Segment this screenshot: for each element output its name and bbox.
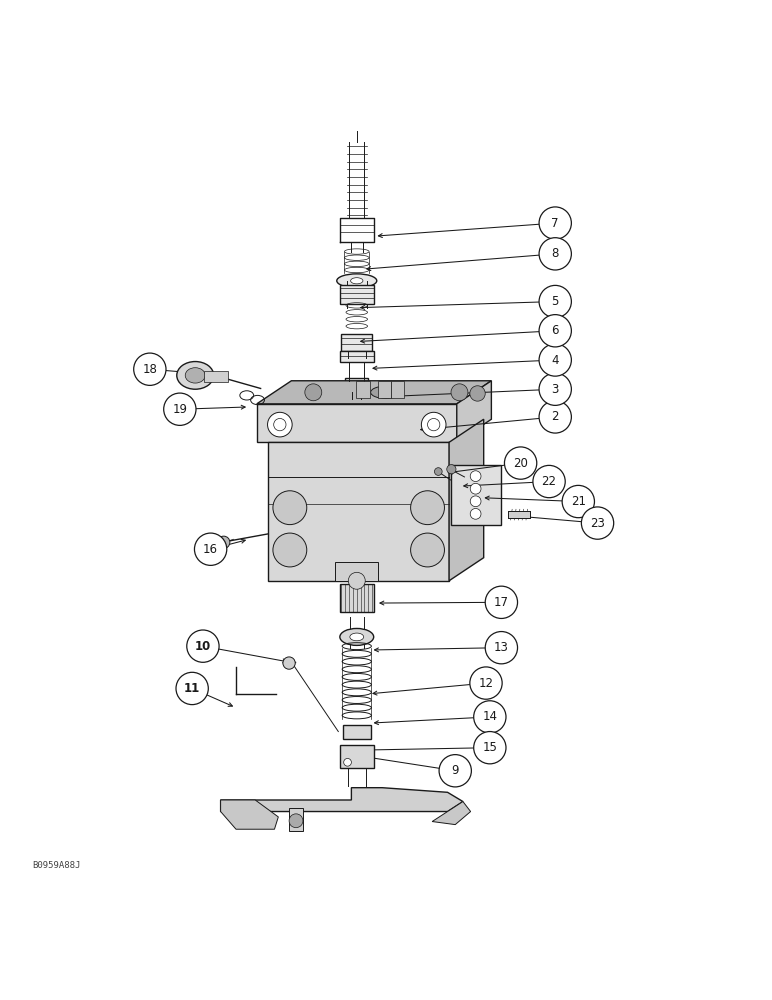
Bar: [289, 808, 303, 831]
Bar: [340, 351, 374, 362]
Circle shape: [486, 632, 517, 664]
Circle shape: [539, 315, 571, 347]
Circle shape: [273, 491, 306, 525]
Bar: [378, 381, 391, 398]
Text: 4: 4: [551, 354, 559, 367]
Polygon shape: [221, 800, 279, 829]
Circle shape: [411, 533, 445, 567]
Text: 5: 5: [551, 295, 559, 308]
Circle shape: [176, 672, 208, 705]
Circle shape: [411, 491, 445, 525]
Circle shape: [164, 393, 196, 425]
Circle shape: [451, 384, 468, 401]
Circle shape: [474, 732, 506, 764]
Ellipse shape: [350, 633, 364, 641]
Text: 14: 14: [482, 710, 497, 723]
Circle shape: [539, 207, 571, 239]
Circle shape: [581, 507, 614, 539]
Circle shape: [289, 814, 303, 828]
Circle shape: [539, 344, 571, 376]
Text: 19: 19: [172, 403, 188, 416]
Text: 7: 7: [551, 217, 559, 230]
Circle shape: [470, 496, 481, 507]
Text: 11: 11: [184, 682, 200, 695]
Circle shape: [486, 586, 517, 618]
Circle shape: [539, 401, 571, 433]
Circle shape: [470, 508, 481, 519]
Circle shape: [439, 755, 472, 787]
Polygon shape: [451, 465, 500, 525]
Text: 20: 20: [513, 457, 528, 470]
Circle shape: [539, 373, 571, 405]
Polygon shape: [221, 788, 463, 812]
Circle shape: [447, 465, 456, 474]
Bar: [341, 334, 372, 351]
Circle shape: [470, 471, 481, 482]
Circle shape: [470, 483, 481, 494]
Bar: [335, 562, 378, 581]
Text: 9: 9: [452, 764, 459, 777]
Bar: [340, 584, 374, 612]
Ellipse shape: [340, 628, 374, 645]
Ellipse shape: [371, 386, 401, 398]
Ellipse shape: [213, 542, 224, 549]
Text: 3: 3: [551, 383, 559, 396]
Ellipse shape: [337, 274, 377, 288]
Circle shape: [218, 536, 230, 548]
Circle shape: [273, 533, 306, 567]
Text: 8: 8: [551, 247, 559, 260]
Circle shape: [283, 657, 295, 669]
Text: 15: 15: [482, 741, 497, 754]
Circle shape: [539, 285, 571, 318]
Polygon shape: [432, 802, 471, 825]
Circle shape: [504, 447, 537, 479]
Bar: [356, 381, 370, 398]
Circle shape: [422, 412, 446, 437]
Circle shape: [268, 412, 292, 437]
Text: 17: 17: [494, 596, 509, 609]
Bar: [205, 371, 228, 382]
Circle shape: [474, 701, 506, 733]
Bar: [508, 511, 530, 518]
Polygon shape: [457, 381, 492, 442]
Text: 21: 21: [571, 495, 586, 508]
Polygon shape: [269, 442, 449, 581]
Circle shape: [435, 468, 442, 475]
Text: 22: 22: [542, 475, 557, 488]
Text: 16: 16: [203, 543, 218, 556]
Circle shape: [470, 667, 502, 699]
Circle shape: [187, 630, 219, 662]
Bar: [340, 285, 374, 304]
Circle shape: [539, 238, 571, 270]
Text: 23: 23: [590, 517, 605, 530]
Text: 18: 18: [142, 363, 157, 376]
Circle shape: [348, 572, 365, 589]
Circle shape: [134, 353, 166, 385]
Text: 2: 2: [551, 410, 559, 423]
Circle shape: [470, 386, 486, 401]
Circle shape: [195, 533, 227, 565]
Text: 12: 12: [479, 677, 493, 690]
Ellipse shape: [185, 368, 205, 383]
Text: B0959A88J: B0959A88J: [32, 861, 80, 870]
Bar: [340, 745, 374, 768]
Circle shape: [344, 758, 351, 766]
Text: 10: 10: [195, 640, 211, 653]
Polygon shape: [257, 381, 492, 404]
Polygon shape: [449, 419, 484, 581]
Bar: [343, 725, 371, 739]
Ellipse shape: [350, 278, 363, 284]
Polygon shape: [257, 404, 457, 442]
Text: 13: 13: [494, 641, 509, 654]
Ellipse shape: [177, 362, 214, 389]
Circle shape: [562, 485, 594, 518]
Text: 6: 6: [551, 324, 559, 337]
Bar: [391, 381, 405, 398]
Bar: [345, 378, 368, 392]
Circle shape: [533, 465, 565, 498]
Circle shape: [305, 384, 322, 401]
